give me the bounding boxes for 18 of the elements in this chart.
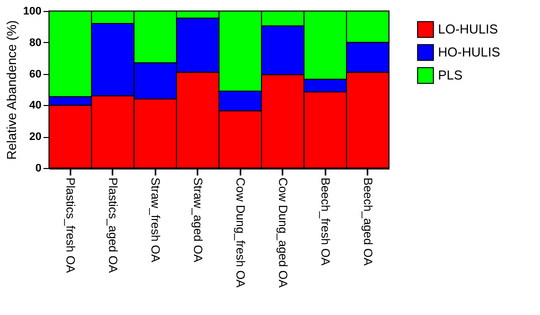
y-tick-label: 40 <box>29 100 42 112</box>
legend-label: PLS <box>438 68 463 82</box>
y-tick-label: 0 <box>35 162 42 174</box>
x-tick-label: Plastics_aged OA <box>106 178 120 273</box>
x-tick-label: Straw_aged OA <box>190 178 205 262</box>
y-tick-label: 100 <box>23 6 42 18</box>
y-tick-label: 80 <box>29 36 42 49</box>
y-tick-label: 60 <box>29 68 42 80</box>
x-tick-label: Straw_fresh OA <box>148 178 162 262</box>
legend-label: LO-HULIS <box>438 22 498 36</box>
x-tick-label: Beech_fresh OA <box>318 178 332 266</box>
x-tick-label: Cow Dung_fresh OA <box>233 178 248 288</box>
legend-label: HO-HULIS <box>438 44 500 60</box>
x-tick-label: Beech_aged OA <box>360 178 375 266</box>
y-axis-title: Relative Abandence (%) <box>4 20 20 160</box>
y-tick-label: 20 <box>29 131 42 144</box>
x-tick-label: Cow Dung_aged OA <box>276 178 290 288</box>
x-tick-label: Plastics_fresh OA <box>63 178 78 273</box>
